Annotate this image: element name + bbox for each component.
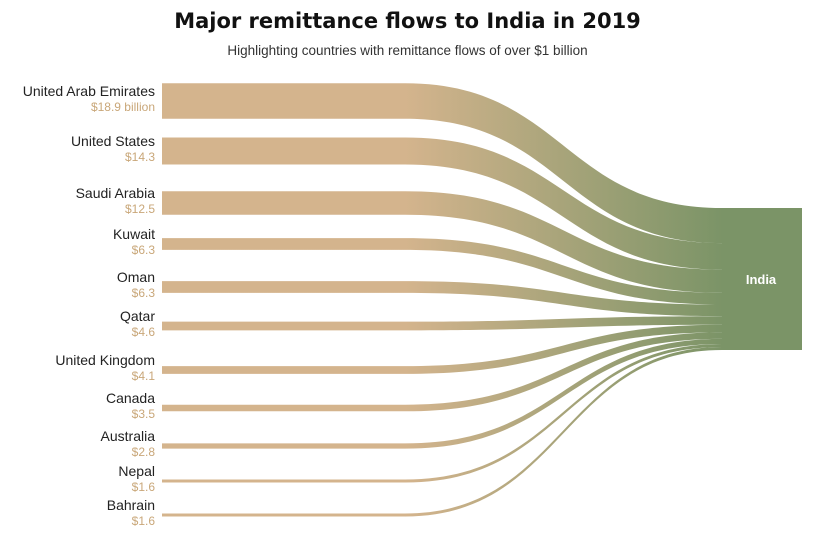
flow-united-states [162,137,722,270]
value-label: $1.6 [132,480,156,494]
source-label: Qatar [120,308,155,324]
flow-nepal [162,344,722,483]
source-label: Australia [101,428,156,444]
value-label: $4.6 [132,325,156,339]
chart-subtitle: Highlighting countries with remittance f… [227,43,588,58]
source-label: Bahrain [107,497,155,513]
value-label: $3.5 [132,407,156,421]
source-label: Saudi Arabia [76,185,156,201]
chart-title: Major remittance flows to India in 2019 [174,9,641,33]
source-label: Kuwait [113,226,155,242]
flow-united-kingdom [162,324,722,374]
value-label: $6.3 [132,243,156,257]
source-label: Oman [117,269,155,285]
source-label: Nepal [118,463,155,479]
target-label: India [746,272,777,287]
value-label: $2.8 [132,445,156,459]
value-label: $6.3 [132,286,156,300]
value-label: $1.6 [132,514,156,528]
source-label: United Arab Emirates [23,83,155,99]
flow-oman [162,281,722,317]
value-label: $12.5 [125,202,155,216]
value-label: $4.1 [132,369,156,383]
target-node-india [722,208,802,350]
source-label: United States [71,133,155,149]
flow-saudi-arabia [162,191,722,293]
flow-australia [162,338,722,449]
value-label: $14.3 [125,150,155,164]
source-label: United Kingdom [55,352,155,368]
flow-qatar [162,316,722,331]
source-label: Canada [106,390,155,406]
value-label: $18.9 billion [91,100,155,114]
flow-united-arab-emirates [162,83,722,244]
flow-kuwait [162,238,722,305]
flow-canada [162,332,722,412]
